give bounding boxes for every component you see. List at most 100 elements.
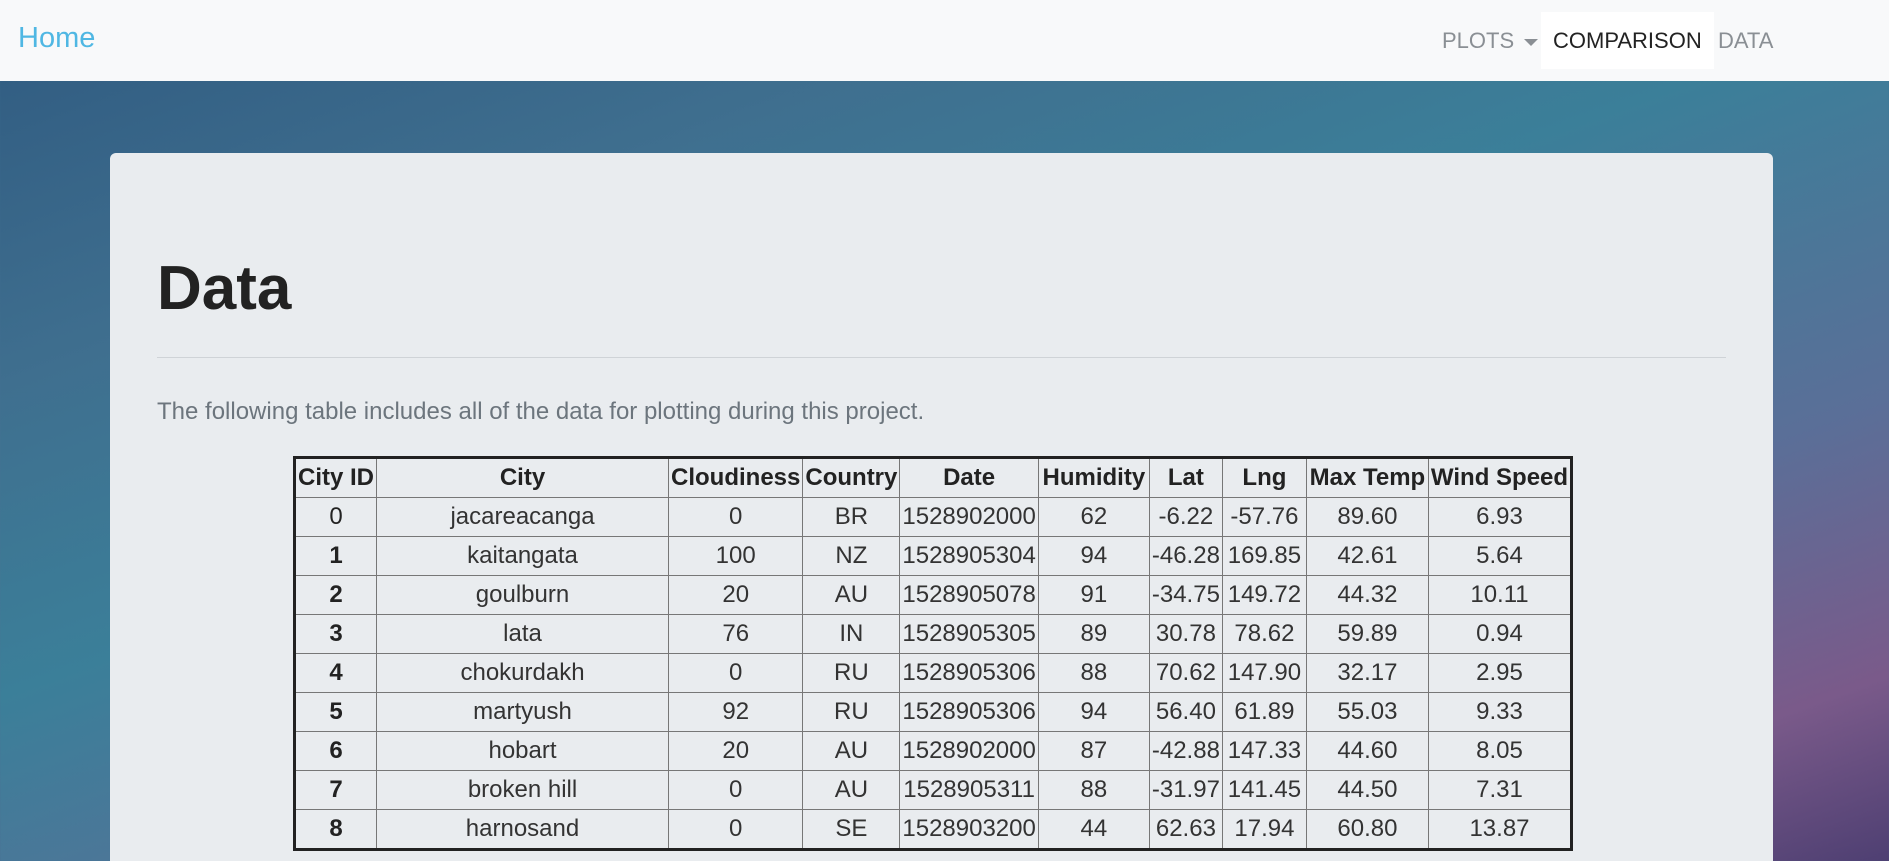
- table-cell: 32.17: [1305, 653, 1429, 693]
- table-cell: -34.75: [1148, 575, 1223, 615]
- table-cell: 0: [668, 653, 804, 693]
- table-cell: NZ: [802, 536, 901, 576]
- column-header: Max Temp: [1305, 457, 1429, 498]
- table-cell: 88: [1037, 653, 1150, 693]
- table-cell: 88: [1037, 770, 1150, 810]
- table-row: 1 kaitangata 100 NZ 1528905304 94 -46.28 169.85…: [293, 536, 1573, 576]
- intro-text: The following table includes all of the …: [157, 398, 925, 425]
- table-cell: 2.95: [1427, 653, 1573, 693]
- table-cell: 0: [668, 497, 804, 537]
- table-cell: 89: [1037, 614, 1150, 654]
- table-cell: 169.85: [1221, 536, 1307, 576]
- table-cell: 92: [668, 692, 804, 732]
- table-cell: 10.11: [1427, 575, 1573, 615]
- table-cell: 44.50: [1305, 770, 1429, 810]
- table-cell: 141.45: [1221, 770, 1307, 810]
- table-cell: 6.93: [1427, 497, 1573, 537]
- table-cell: 1528905304: [899, 536, 1039, 576]
- table-cell: 20: [668, 575, 804, 615]
- table-cell: 13.87: [1427, 809, 1573, 850]
- nav-link[interactable]: DATA: [1718, 28, 1774, 53]
- card: Data The following table includes all of…: [110, 153, 1773, 861]
- table-cell: 1528905311: [899, 770, 1039, 810]
- table-cell: 56.40: [1148, 692, 1223, 732]
- navbar: Home PLOTS COMPARISON DATA: [0, 0, 1889, 81]
- table-cell: 94: [1037, 692, 1150, 732]
- table-cell: 1528905306: [899, 692, 1039, 732]
- table-cell: kaitangata: [376, 536, 670, 576]
- table-cell: 44.32: [1305, 575, 1429, 615]
- row-header: 8: [293, 809, 378, 850]
- table-cell: 76: [668, 614, 804, 654]
- table-cell: -42.88: [1148, 731, 1223, 771]
- table-cell: 0: [668, 770, 804, 810]
- table-cell: 89.60: [1305, 497, 1429, 537]
- table-cell: 20: [668, 731, 804, 771]
- column-header: Humidity: [1037, 457, 1150, 498]
- table-cell: RU: [802, 692, 901, 732]
- row-header: 4: [293, 653, 378, 693]
- page-title: Data: [157, 254, 292, 323]
- nav-link[interactable]: COMPARISON: [1541, 12, 1714, 69]
- table-cell: 1528902000: [899, 731, 1039, 771]
- table-cell: 62: [1037, 497, 1150, 537]
- table-cell: 94: [1037, 536, 1150, 576]
- table-cell: 91: [1037, 575, 1150, 615]
- table-cell: 1528905306: [899, 653, 1039, 693]
- table-row: 4 chokurdakh 0 RU 1528905306 88 70.62 147.90 32.…: [293, 653, 1573, 693]
- table-cell: -31.97: [1148, 770, 1223, 810]
- table-cell: 42.61: [1305, 536, 1429, 576]
- table-cell: 17.94: [1221, 809, 1307, 850]
- table-cell: 0.94: [1427, 614, 1573, 654]
- table-cell: -46.28: [1148, 536, 1223, 576]
- table-cell: 1528903200: [899, 809, 1039, 850]
- table-cell: AU: [802, 731, 901, 771]
- table-cell: 61.89: [1221, 692, 1307, 732]
- column-header: Country: [802, 457, 901, 498]
- table-cell: 7.31: [1427, 770, 1573, 810]
- table-cell: 100: [668, 536, 804, 576]
- table-cell: hobart: [376, 731, 670, 771]
- column-header: Lng: [1221, 457, 1307, 498]
- table-cell: AU: [802, 770, 901, 810]
- row-header: 2: [293, 575, 378, 615]
- table-cell: 1528905078: [899, 575, 1039, 615]
- table-cell: 44: [1037, 809, 1150, 850]
- row-header: 5: [293, 692, 378, 732]
- table-cell: 149.72: [1221, 575, 1307, 615]
- table-cell: martyush: [376, 692, 670, 732]
- column-header: Lat: [1148, 457, 1223, 498]
- column-header: Wind Speed: [1427, 457, 1573, 498]
- table-cell: 70.62: [1148, 653, 1223, 693]
- caret: [1524, 38, 1539, 46]
- table-cell: 87: [1037, 731, 1150, 771]
- table-cell: 147.90: [1221, 653, 1307, 693]
- column-header: Date: [899, 457, 1039, 498]
- header-row: City ID City Cloudiness Country Date Humidity…: [293, 457, 1573, 498]
- table-row: 0 jacareacanga 0 BR 1528902000 62 -6.22 -57.76 8…: [293, 497, 1573, 537]
- row-header: 0: [293, 497, 378, 537]
- nav-text: PLOTS: [1442, 28, 1515, 53]
- row-header: 6: [293, 731, 378, 771]
- table-cell: goulburn: [376, 575, 670, 615]
- table-cell: harnosand: [376, 809, 670, 850]
- table-cell: 78.62: [1221, 614, 1307, 654]
- table-cell: 0: [668, 809, 804, 850]
- table-cell: 1528905305: [899, 614, 1039, 654]
- table-cell: -6.22: [1148, 497, 1223, 537]
- table-cell: 62.63: [1148, 809, 1223, 850]
- brand[interactable]: Home: [18, 22, 96, 54]
- row-header: 1: [293, 536, 378, 576]
- table-cell: 5.64: [1427, 536, 1573, 576]
- column-header: City ID: [293, 457, 378, 498]
- table-row: 3 lata 76 IN 1528905305 89 30.78 78.62 59.89 0.94: [293, 614, 1573, 654]
- row-header: 3: [293, 614, 378, 654]
- table-cell: IN: [802, 614, 901, 654]
- table-cell: RU: [802, 653, 901, 693]
- table-cell: 9.33: [1427, 692, 1573, 732]
- table-row: 8 harnosand 0 SE 1528903200 44 62.63 17.94 60.80…: [293, 809, 1573, 850]
- nav-link[interactable]: PLOTS: [1430, 12, 1550, 69]
- table-cell: broken hill: [376, 770, 670, 810]
- table-cell: 59.89: [1305, 614, 1429, 654]
